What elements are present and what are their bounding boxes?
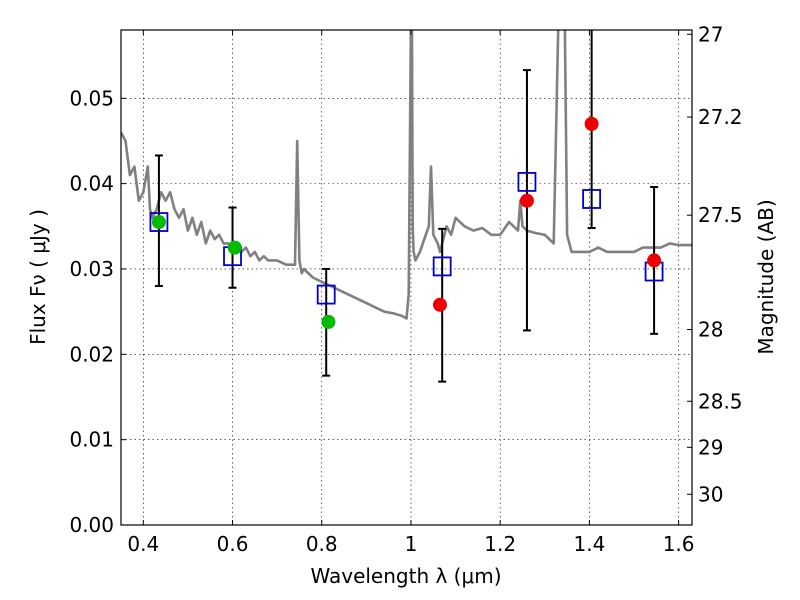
y-tick-label: 0.01 — [69, 428, 114, 452]
model-square — [149, 212, 169, 232]
observed-point-red — [432, 297, 447, 312]
observed-point-green — [321, 314, 336, 329]
x-tick-label: 0.8 — [306, 532, 338, 556]
x-tick-label: 1.2 — [484, 532, 516, 556]
ticks: 0.4 0.6 0.8 1 1.2 1.4 1.6 0.00 0.01 0.02 0.03 0.04 0… — [69, 22, 742, 556]
observed-point-red — [647, 253, 662, 268]
y-tick-label: 0.05 — [69, 86, 114, 110]
right-tick-label: 29 — [698, 435, 723, 459]
plot-background — [121, 30, 692, 525]
model-square — [316, 284, 336, 305]
y-axis-right-label: Magnitude (AB) — [754, 199, 778, 354]
right-tick-label: 30 — [698, 482, 723, 506]
y-tick-label: 0.04 — [69, 172, 114, 196]
right-tick-label: 28 — [698, 318, 723, 342]
observed-point-green — [227, 240, 242, 255]
x-tick-label: 1.4 — [573, 532, 605, 556]
right-tick-label: 27.5 — [698, 203, 743, 227]
right-tick-label: 27.2 — [698, 105, 743, 129]
observed-point-green — [151, 215, 166, 230]
model-square — [517, 172, 537, 192]
spectrum-line — [121, 30, 692, 320]
y-tick-label: 0.00 — [69, 513, 114, 537]
x-tick-label: 1 — [405, 532, 418, 556]
model-square — [582, 189, 602, 209]
right-tick-label: 27 — [698, 22, 723, 46]
observed-point-red — [584, 116, 599, 131]
x-axis-label: Wavelength λ (μm) — [310, 564, 501, 588]
y-tick-label: 0.02 — [69, 342, 114, 366]
x-tick-label: 1.6 — [663, 532, 695, 556]
x-tick-label: 0.6 — [217, 532, 249, 556]
y-tick-label: 0.03 — [69, 257, 114, 281]
observed-point-red — [519, 193, 534, 208]
model-square — [432, 256, 452, 277]
plot-frame — [120, 29, 693, 526]
y-axis-label: Flux Fν ( μJy ) — [26, 209, 50, 345]
right-tick-label: 28.5 — [698, 389, 743, 413]
series-group — [121, 30, 692, 383]
x-tick-label: 0.4 — [127, 532, 159, 556]
